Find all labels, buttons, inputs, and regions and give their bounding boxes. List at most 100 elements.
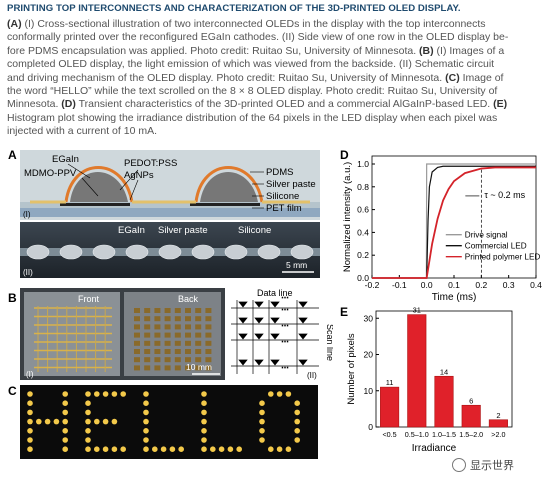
y-tick-label: 0.6 <box>357 205 369 215</box>
hello-dot <box>160 446 167 452</box>
caption-text: injected with a current of 10 mA. <box>7 125 157 138</box>
label-scan-line: Scan line <box>325 324 333 361</box>
photo-label-silver-paste-visible: Silver paste <box>158 225 208 236</box>
y-tick-label: 0.8 <box>357 182 369 192</box>
chart-d-transient: -0.2 -0.1 0.0 0.1 0.2 0.3 0.4 0.0 0.2 0.4 0.6 0.8 1.… <box>342 155 542 303</box>
back-pixel <box>154 308 161 313</box>
hello-dot <box>201 391 207 397</box>
hello-dot <box>27 400 33 406</box>
caption-panel-ref: (C) <box>445 71 460 84</box>
y-tick-label: 1.0 <box>357 159 369 169</box>
back-pixel <box>134 340 140 346</box>
hello-dot <box>210 446 216 452</box>
hello-dot <box>94 418 100 425</box>
back-pixel <box>154 365 161 371</box>
hello-dot <box>143 400 149 406</box>
back-pixel <box>134 349 140 354</box>
hello-dot <box>143 446 149 452</box>
x-tick-label: 0.4 <box>530 280 542 290</box>
hello-dot <box>94 446 100 452</box>
hello-dot <box>227 446 234 452</box>
hello-dot <box>27 409 33 416</box>
label-data-line: Data line <box>257 288 293 298</box>
label-silicone: Silicone <box>266 191 299 202</box>
back-pixel <box>144 308 151 313</box>
legend-label-1: Commercial LED <box>465 242 527 251</box>
back-pixel <box>195 332 202 338</box>
egain-bead <box>59 244 83 260</box>
back-pixel <box>144 316 151 322</box>
back-pixel <box>144 324 151 330</box>
panel-a-cross-section: EGaIn MDMO-PPV PEDOT:PSS AgNPs PDMS Silv… <box>20 150 320 220</box>
hello-dot <box>27 446 33 452</box>
hello-dot <box>62 428 68 434</box>
sublabel-a-ii: (II) <box>23 268 33 277</box>
hello-dot <box>44 418 51 425</box>
back-pixel <box>154 340 161 346</box>
caption-text: completed OLED display, the light emissi… <box>7 58 495 71</box>
bar-value-label: 14 <box>440 367 448 376</box>
hello-dot <box>27 391 33 397</box>
hello-dot <box>143 418 149 425</box>
label-agnps: AgNPs <box>124 170 154 181</box>
led-diode <box>298 317 308 324</box>
caption-panel-ref: (D) <box>61 98 76 111</box>
hello-dot <box>94 391 100 397</box>
back-pixel <box>185 332 191 338</box>
hello-dot <box>259 437 265 443</box>
label-pet-film: PET film <box>266 203 302 214</box>
back-pixel <box>185 340 191 346</box>
y-tick-label: 0.0 <box>357 273 369 283</box>
back-pixel <box>174 357 181 363</box>
back-pixel <box>164 349 171 354</box>
back-pixel <box>174 332 181 338</box>
led-diode <box>270 317 280 324</box>
x-tick-label: -0.2 <box>365 280 380 290</box>
x-axis-label: Time (ms) <box>432 292 477 303</box>
hello-dot <box>102 418 109 425</box>
caption-text: (I) Images of a <box>433 44 505 57</box>
bar-value-label: 6 <box>469 396 473 405</box>
hello-dot <box>259 409 265 416</box>
panel-label-e: E <box>340 305 349 319</box>
caption-text: Image of <box>459 71 504 84</box>
y-tick-label: 10 <box>364 386 374 396</box>
hello-dot <box>85 391 91 397</box>
back-pixel <box>185 324 191 330</box>
hello-dot <box>236 446 242 452</box>
led-diode <box>254 333 264 340</box>
bar-0 <box>380 386 400 428</box>
silver-paste-trace-left <box>60 203 130 206</box>
hello-dot <box>143 437 149 443</box>
ellipsis: … <box>281 291 289 300</box>
egain-bead <box>257 244 281 260</box>
led-diode <box>270 333 280 340</box>
panel-label-c: C <box>8 384 17 398</box>
back-pixel <box>205 357 212 363</box>
hello-dot <box>276 391 283 397</box>
bar-1 <box>407 314 427 428</box>
hello-dot <box>143 391 149 397</box>
back-pixel <box>154 357 161 363</box>
hello-dot <box>259 428 265 434</box>
back-pixel <box>205 365 212 371</box>
figure-title: PRINTING TOP INTERCONNECTS AND CHARACTER… <box>7 3 461 14</box>
hello-dot <box>201 446 207 452</box>
panel-label-a: A <box>8 148 17 162</box>
caption-panel-ref: (A) <box>7 18 22 30</box>
ellipsis: … <box>281 335 289 344</box>
sublabel-b-i: (I) <box>26 370 34 379</box>
label-mdmo-ppv: MDMO-PPV <box>24 168 77 179</box>
y-axis-label: Number of pixels <box>346 333 357 405</box>
back-pixel <box>134 357 140 363</box>
hello-dot <box>152 446 158 452</box>
y-axis-label: Normalized intensity (a.u.) <box>342 162 353 272</box>
silicone-layer <box>20 202 320 208</box>
back-pixel <box>195 324 202 330</box>
hello-dot <box>102 391 109 397</box>
led-diode <box>254 317 264 324</box>
egain-dome-left <box>70 172 128 202</box>
panel-c-hello-display <box>20 385 318 459</box>
hello-dot <box>111 391 118 397</box>
back-pixel <box>144 365 151 371</box>
